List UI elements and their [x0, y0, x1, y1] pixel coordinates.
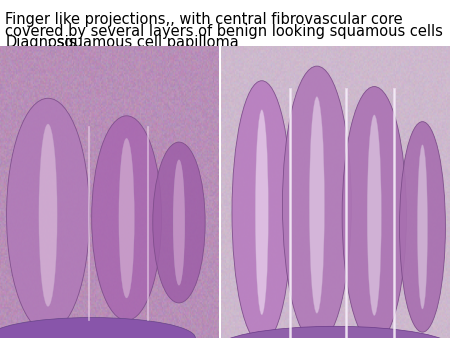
Ellipse shape	[92, 116, 162, 320]
Ellipse shape	[39, 124, 57, 307]
Ellipse shape	[309, 97, 324, 313]
Ellipse shape	[215, 326, 450, 338]
Text: Finger like projections,, with central fibrovascular core: Finger like projections,, with central f…	[5, 12, 403, 27]
Ellipse shape	[342, 87, 406, 338]
Ellipse shape	[255, 110, 268, 315]
Ellipse shape	[418, 145, 428, 309]
Ellipse shape	[153, 142, 205, 303]
Text: : squamous cell papilloma: : squamous cell papilloma	[47, 35, 239, 50]
Ellipse shape	[232, 81, 292, 338]
Text: Diagnosis: Diagnosis	[5, 35, 77, 50]
Ellipse shape	[7, 98, 90, 332]
Ellipse shape	[283, 66, 351, 338]
Ellipse shape	[119, 138, 134, 298]
Text: covered by several layers of benign looking squamous cells: covered by several layers of benign look…	[5, 24, 443, 39]
Ellipse shape	[367, 115, 381, 316]
Ellipse shape	[400, 122, 446, 332]
Ellipse shape	[173, 160, 185, 285]
Ellipse shape	[0, 317, 195, 338]
